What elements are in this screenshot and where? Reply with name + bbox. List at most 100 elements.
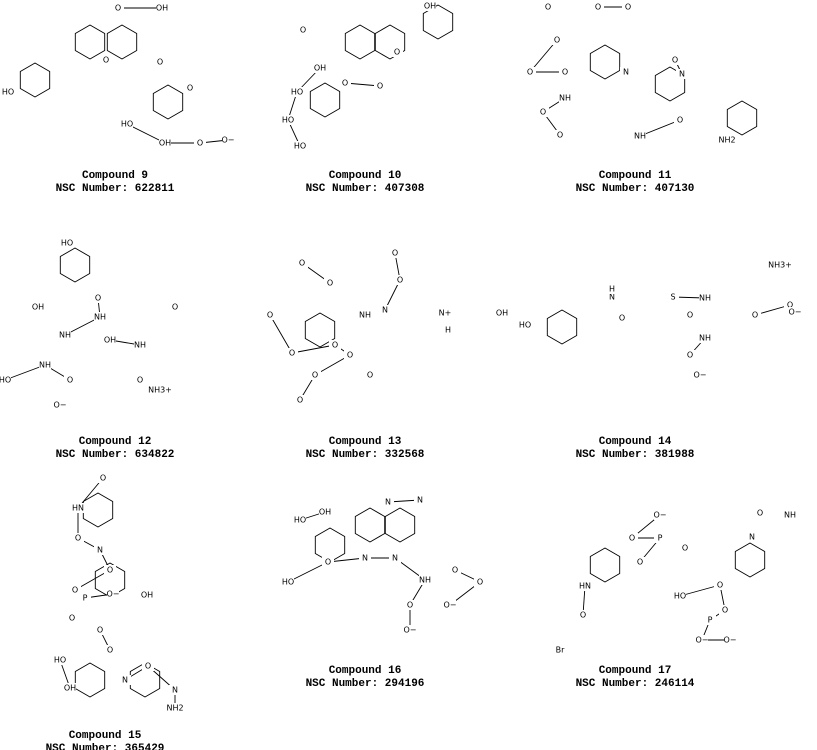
atom-bg — [154, 385, 166, 395]
atom-label: O — [300, 26, 306, 35]
atom-bg — [291, 87, 303, 97]
atom-bg — [721, 135, 733, 145]
atom-label: N — [172, 686, 178, 695]
atom-bg — [134, 375, 146, 385]
atom-label: O− — [444, 601, 457, 610]
nsc-number: NSC Number: 407308 — [306, 183, 425, 195]
ring — [354, 507, 386, 543]
atom-bg — [634, 131, 646, 141]
atom-label: O — [629, 534, 635, 543]
atom-bg — [542, 2, 554, 12]
atom-bg — [94, 312, 106, 322]
atom-label: O — [757, 509, 763, 518]
bond — [4, 364, 46, 381]
atom-bg — [620, 67, 632, 77]
atom-bg — [294, 515, 306, 525]
atom-label: NH — [94, 313, 106, 322]
atom-label: O — [562, 68, 568, 77]
atom-bg — [61, 238, 73, 248]
atom-bg — [104, 335, 116, 345]
atom-bg — [194, 138, 206, 148]
atom-label: O — [394, 48, 400, 57]
atom-bg — [634, 557, 646, 567]
compound-name: Compound 17 — [599, 665, 672, 677]
atom-label: O — [197, 139, 203, 148]
atom-bg — [294, 141, 306, 151]
atom-bg — [339, 78, 351, 88]
atom-bg — [674, 591, 686, 601]
atom-label: O — [145, 662, 151, 671]
atom-label: HO — [674, 592, 686, 601]
atom-label: NH — [634, 132, 646, 141]
atom-label: O — [72, 586, 78, 595]
atom-label: O — [289, 349, 295, 358]
atom-label: O — [297, 396, 303, 405]
atom-label: O− — [404, 626, 417, 635]
atom-bg — [749, 310, 761, 320]
compound-name: Compound 14 — [599, 436, 672, 448]
atom-label: HN — [579, 582, 591, 591]
compound-name: Compound 12 — [79, 436, 152, 448]
ring — [304, 312, 336, 348]
atom-label: N — [122, 676, 128, 685]
ring — [726, 100, 758, 136]
compound-name: Compound 13 — [329, 436, 402, 448]
atom-label: O — [172, 303, 178, 312]
atom-label: OH — [32, 303, 44, 312]
atom-bg — [679, 543, 691, 553]
atom-label: O — [107, 646, 113, 655]
atom-bg — [414, 495, 426, 505]
atom-label: OH — [314, 64, 326, 73]
atom-label: O− — [724, 636, 737, 645]
atom-label: O — [377, 82, 383, 91]
atom-label: O — [325, 558, 331, 567]
ring — [59, 247, 91, 283]
atom-bg — [54, 400, 66, 410]
atom-bg — [169, 685, 181, 695]
atom-bg — [699, 333, 711, 343]
atom-bg — [537, 107, 549, 117]
atom-label: O — [103, 56, 109, 65]
atom-bg — [719, 605, 731, 615]
atom-label: NH — [359, 311, 371, 320]
atom-bg — [694, 370, 706, 380]
atom-label: O — [67, 376, 73, 385]
atom-label: O — [100, 474, 106, 483]
atom-label: NH3+ — [768, 261, 792, 270]
atom-bg — [784, 300, 796, 310]
atom-bg — [674, 115, 686, 125]
atom-label: H — [445, 326, 451, 335]
atom-bg — [104, 565, 116, 575]
atom-bg — [54, 655, 66, 665]
atom-label: HN — [72, 504, 84, 513]
atom-label: O− — [107, 590, 120, 599]
atom-bg — [379, 305, 391, 315]
ring — [129, 662, 161, 698]
atom-label: N — [417, 496, 423, 505]
atom-bg — [264, 310, 276, 320]
nsc-number: NSC Number: 246114 — [576, 678, 695, 690]
atom-label: O — [752, 311, 758, 320]
atom-bg — [222, 135, 234, 145]
atom-bg — [94, 545, 106, 555]
atom-bg — [107, 589, 119, 599]
atom-bg — [69, 585, 81, 595]
atom-bg — [72, 533, 84, 543]
atom-label: OH — [64, 684, 76, 693]
compound-name: Compound 9 — [82, 170, 148, 182]
atom-bg — [524, 67, 536, 77]
atom-label: NH — [59, 331, 71, 340]
atom-bg — [359, 553, 371, 563]
atom-label: O — [452, 566, 458, 575]
ring — [106, 24, 138, 60]
atom-label: O — [312, 371, 318, 380]
atom-bg — [382, 497, 394, 507]
atom-bg — [66, 613, 78, 623]
nsc-number: NSC Number: 622811 — [56, 183, 175, 195]
atom-label: N — [609, 293, 615, 302]
atom-label: O− — [696, 636, 709, 645]
